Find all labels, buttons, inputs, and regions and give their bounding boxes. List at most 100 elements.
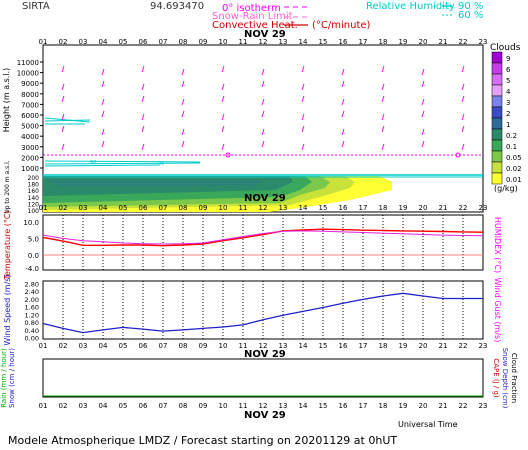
- colorbar-swatch: [491, 117, 503, 130]
- hour-tick-label: 05: [119, 342, 128, 350]
- wind-speed-line: [42, 292, 483, 334]
- hour-tick-label: 15: [319, 402, 328, 410]
- hour-tick-label: 13: [279, 204, 288, 212]
- wind-barb: [261, 80, 265, 88]
- wind-barb: [221, 143, 225, 151]
- legend-rh-label: Relative Humidity: [366, 1, 455, 12]
- wind-barb: [421, 98, 425, 106]
- height-ylabel-low: Up to 200 m a.s.l.: [4, 160, 11, 213]
- wind-tick-label: 1.20: [25, 311, 39, 319]
- hour-tick-label: 02: [59, 402, 68, 410]
- hour-tick-label: 20: [419, 342, 428, 350]
- rain-ylabel: Rain (mm / hour): [0, 348, 8, 408]
- hour-tick-label: 10: [219, 204, 228, 212]
- wind-barb: [301, 143, 305, 151]
- snow-ylabel: Snow (cm / hour): [8, 348, 16, 408]
- colorbar-label: 0.01: [506, 176, 522, 184]
- colorbar-label: 1: [506, 121, 510, 129]
- hour-tick-label: 13: [279, 342, 288, 350]
- temp-series: [42, 228, 484, 247]
- colorbar-label: 0.05: [506, 154, 522, 162]
- wind-tick-label: 0.40: [25, 327, 39, 335]
- colorbar-label: 5: [506, 77, 510, 85]
- hour-tick-label: 03: [79, 342, 88, 350]
- wind-barb: [381, 83, 385, 91]
- wind-barb: [181, 98, 185, 106]
- wind-barb: [61, 125, 65, 133]
- hour-tick-label: 16: [339, 204, 348, 212]
- wind-barb: [341, 68, 345, 76]
- hour-tick-label: 22: [459, 402, 468, 410]
- wind-tick-label: 0.00: [25, 335, 39, 343]
- hour-tick-label: 10: [219, 342, 228, 350]
- wind-barb: [421, 110, 425, 118]
- wind-tick-label: 2.40: [25, 288, 39, 296]
- hour-tick-label: 03: [79, 204, 88, 212]
- wind-barb: [101, 128, 105, 136]
- wind-barb: [341, 128, 345, 136]
- wind-barb: [101, 140, 105, 148]
- wind-barb: [421, 128, 425, 136]
- wind-barb: [141, 83, 145, 91]
- hour-tick-label: 23: [479, 342, 488, 350]
- wind-barb: [141, 143, 145, 151]
- colorbar-swatch: [491, 84, 503, 97]
- colorbar-swatch: [491, 51, 503, 64]
- hour-tick-label: 03: [79, 402, 88, 410]
- wind-barb: [261, 68, 265, 76]
- hour-tick-label: 11: [239, 204, 248, 212]
- hour-tick-label: 02: [59, 38, 68, 46]
- hour-tick-label: 23: [479, 402, 488, 410]
- hour-tick-label: 14: [299, 204, 308, 212]
- colorbar-label: 3: [506, 99, 510, 107]
- temp-tick-label: -4.0: [25, 265, 39, 273]
- date-label-low: NOV 29: [244, 349, 286, 360]
- station-coords: 94.693470: [150, 1, 204, 12]
- colorbar-label: 0.02: [506, 165, 522, 173]
- hour-tick-label: 09: [199, 402, 208, 410]
- hour-tick-label: 18: [379, 204, 388, 212]
- temp-tick-label: 5.0: [28, 235, 39, 243]
- colorbar-swatch: [491, 95, 503, 108]
- hour-tick-label: 07: [159, 402, 168, 410]
- hour-tick-label: 04: [99, 38, 108, 46]
- wind-tick-label: 0.80: [25, 319, 39, 327]
- date-label-top: NOV 29: [244, 29, 286, 40]
- low-tick-label: 200: [28, 175, 40, 182]
- wind-barbs: [61, 65, 465, 151]
- hour-tick-label: 01: [39, 402, 48, 410]
- wind-barb: [141, 113, 145, 121]
- footer-caption: Modele Atmospherique LMDZ / Forecast sta…: [8, 434, 397, 447]
- svg-text:90: 90: [90, 160, 96, 166]
- hour-tick-label: 22: [459, 38, 468, 46]
- height-tick-label: 3000: [21, 144, 39, 152]
- hour-tick-label: 07: [159, 38, 168, 46]
- wind-barb: [61, 83, 65, 91]
- hour-axis-low: 01 02 03 04 05 06 07 08 09 10 11 12 13 14 15 16 17 18 19 20…: [39, 342, 488, 350]
- hour-tick-label: 10: [219, 38, 228, 46]
- hour-tick-label: 14: [299, 402, 308, 410]
- wind-barb: [221, 113, 225, 121]
- colorbar-swatch: [491, 161, 503, 174]
- wind-barb: [61, 95, 65, 103]
- colorbar-swatch: [491, 172, 503, 185]
- rh-lines: 90 90: [43, 117, 483, 178]
- low-tick-label: 180: [28, 182, 40, 189]
- isotherm-marker: [455, 152, 461, 158]
- colorbar-swatch: [491, 139, 503, 152]
- height-tick-label: 10000: [17, 70, 39, 78]
- temp-tick-label: 0.0: [28, 252, 39, 260]
- wind-barb: [261, 140, 265, 148]
- wind-barb: [301, 125, 305, 133]
- hour-tick-label: 11: [239, 402, 248, 410]
- wind-barb: [461, 113, 465, 121]
- wind-axis: 2.802.402.001.601.200.800.400.00: [25, 281, 39, 343]
- date-label-mid: NOV 29: [244, 193, 286, 204]
- wind-barb: [461, 143, 465, 151]
- hour-tick-label: 17: [359, 38, 368, 46]
- legend-rh60-value: 60 %: [458, 10, 483, 21]
- hour-tick-label: 15: [319, 204, 328, 212]
- hour-tick-label: 01: [39, 38, 48, 46]
- wind-barb: [341, 110, 345, 118]
